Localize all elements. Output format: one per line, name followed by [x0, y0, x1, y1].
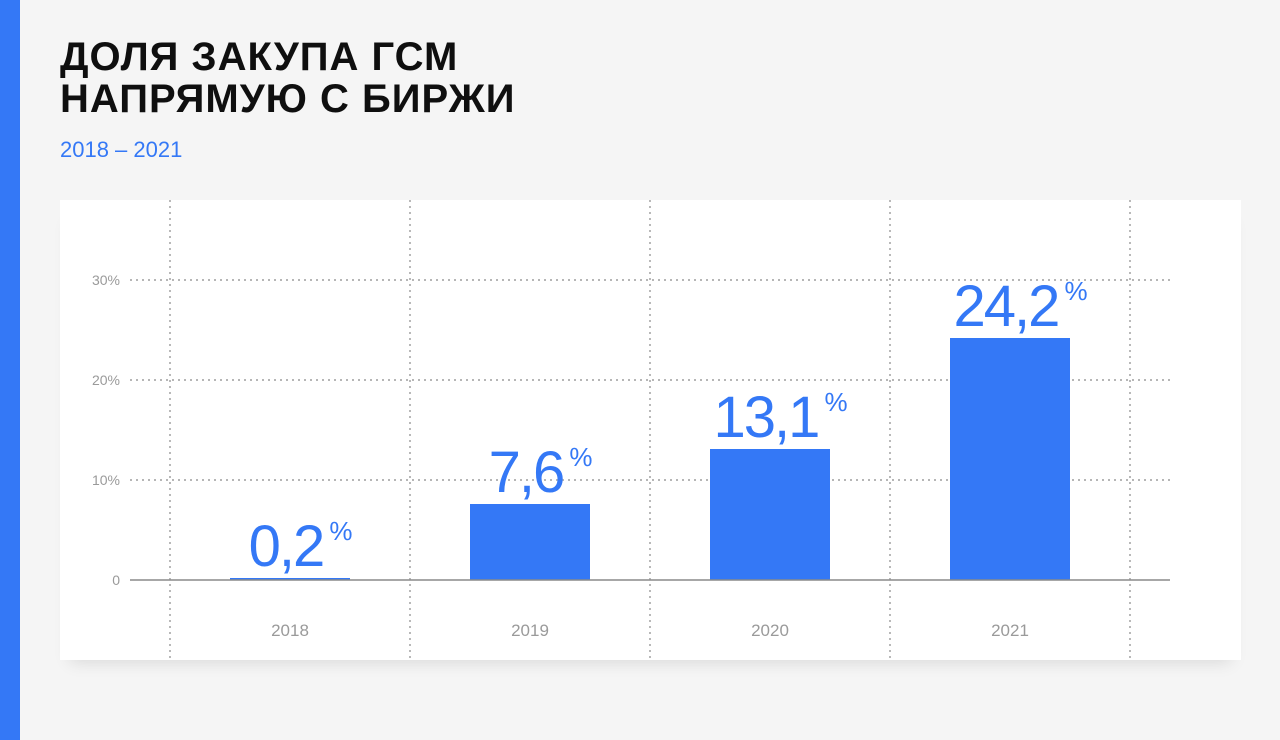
accent-bar [0, 0, 20, 740]
y-tick-label: 30% [92, 272, 120, 288]
bar-2020 [710, 449, 830, 580]
x-tick-label: 2019 [511, 621, 549, 640]
chart-card: 0 10% 20% 30% 0,2% 2018 7,6% 2019 13,1% 2020 24,2%… [60, 200, 1241, 660]
x-tick-label: 2021 [991, 621, 1029, 640]
bar-chart: 0 10% 20% 30% 0,2 % 2018 7,6 % 2019 13,1 % 2020 24,2%… [92, 200, 1170, 660]
page-title-line-2: НАПРЯМУЮ С БИРЖИ [60, 77, 516, 121]
value-unit-2018: % [329, 516, 352, 546]
value-label-2019: 7,6 [489, 440, 564, 505]
page-title-line-1: ДОЛЯ ЗАКУПА ГСМ [60, 35, 459, 79]
x-tick-label: 2018 [271, 621, 309, 640]
value-unit-2020: % [824, 387, 847, 417]
y-tick-label: 10% [92, 472, 120, 488]
bar-2021 [950, 338, 1070, 580]
period-subtitle: 2018 – 2021 [60, 137, 183, 162]
value-unit-2021: % [1064, 276, 1087, 306]
y-tick-label: 20% [92, 372, 120, 388]
value-unit-2019: % [569, 442, 592, 472]
x-tick-label: 2020 [751, 621, 789, 640]
page-title: ДОЛЯ ЗАКУПА ГСМ НАПРЯМУЮ С БИРЖИ [60, 36, 516, 120]
value-label-2021: 24,2 [954, 274, 1059, 339]
value-label-2018: 0,2 [249, 514, 324, 579]
y-tick-label: 0 [112, 572, 120, 588]
value-label-2020: 13,1 [714, 385, 819, 450]
bar-2018 [230, 578, 350, 580]
bar-2019 [470, 504, 590, 580]
